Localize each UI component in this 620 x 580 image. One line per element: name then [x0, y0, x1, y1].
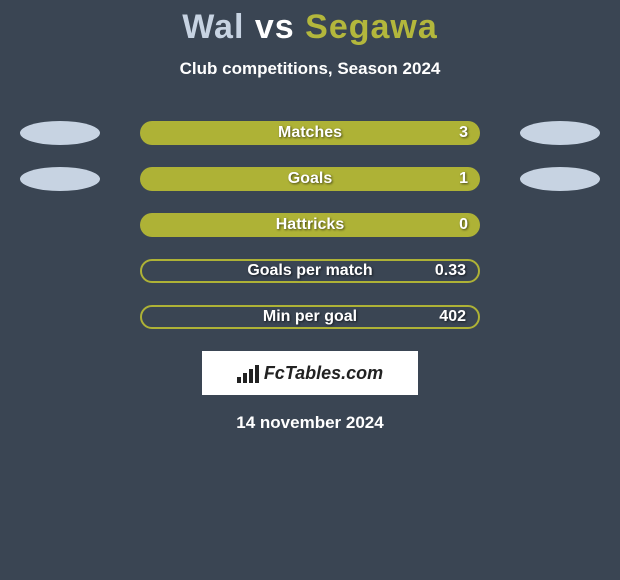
- stat-row: Goals per match0.33: [0, 259, 620, 283]
- stats-list: Matches3Goals1Hattricks0Goals per match0…: [0, 121, 620, 329]
- stat-bar: Hattricks0: [140, 213, 480, 237]
- date-text: 14 november 2024: [0, 413, 620, 433]
- infographic-container: Wal vs Segawa Club competitions, Season …: [0, 0, 620, 433]
- player2-name: Segawa: [305, 8, 438, 46]
- branding-box: FcTables.com: [202, 351, 418, 395]
- stat-bar: Goals per match0.33: [140, 259, 480, 283]
- stat-row: Matches3: [0, 121, 620, 145]
- stat-bar: Min per goal402: [140, 305, 480, 329]
- stat-row: Min per goal402: [0, 305, 620, 329]
- stat-value: 1: [459, 170, 468, 188]
- vs-text: vs: [255, 8, 295, 46]
- stat-label: Goals: [140, 170, 480, 188]
- stat-value: 3: [459, 124, 468, 142]
- stat-value: 0.33: [435, 262, 466, 280]
- stat-label: Hattricks: [140, 216, 480, 234]
- stat-bar: Matches3: [140, 121, 480, 145]
- stat-value: 402: [439, 308, 466, 326]
- right-ellipse: [520, 121, 600, 145]
- player1-name: Wal: [182, 8, 244, 46]
- stat-label: Min per goal: [142, 308, 478, 326]
- page-title: Wal vs Segawa: [0, 8, 620, 47]
- stat-bar: Goals1: [140, 167, 480, 191]
- stat-value: 0: [459, 216, 468, 234]
- stat-row: Hattricks0: [0, 213, 620, 237]
- left-ellipse: [20, 167, 100, 191]
- bar-chart-icon: [237, 363, 259, 383]
- stat-label: Goals per match: [142, 262, 478, 280]
- stat-label: Matches: [140, 124, 480, 142]
- left-ellipse: [20, 121, 100, 145]
- right-ellipse: [520, 167, 600, 191]
- stat-row: Goals1: [0, 167, 620, 191]
- branding-text: FcTables.com: [264, 363, 383, 384]
- subtitle: Club competitions, Season 2024: [0, 59, 620, 79]
